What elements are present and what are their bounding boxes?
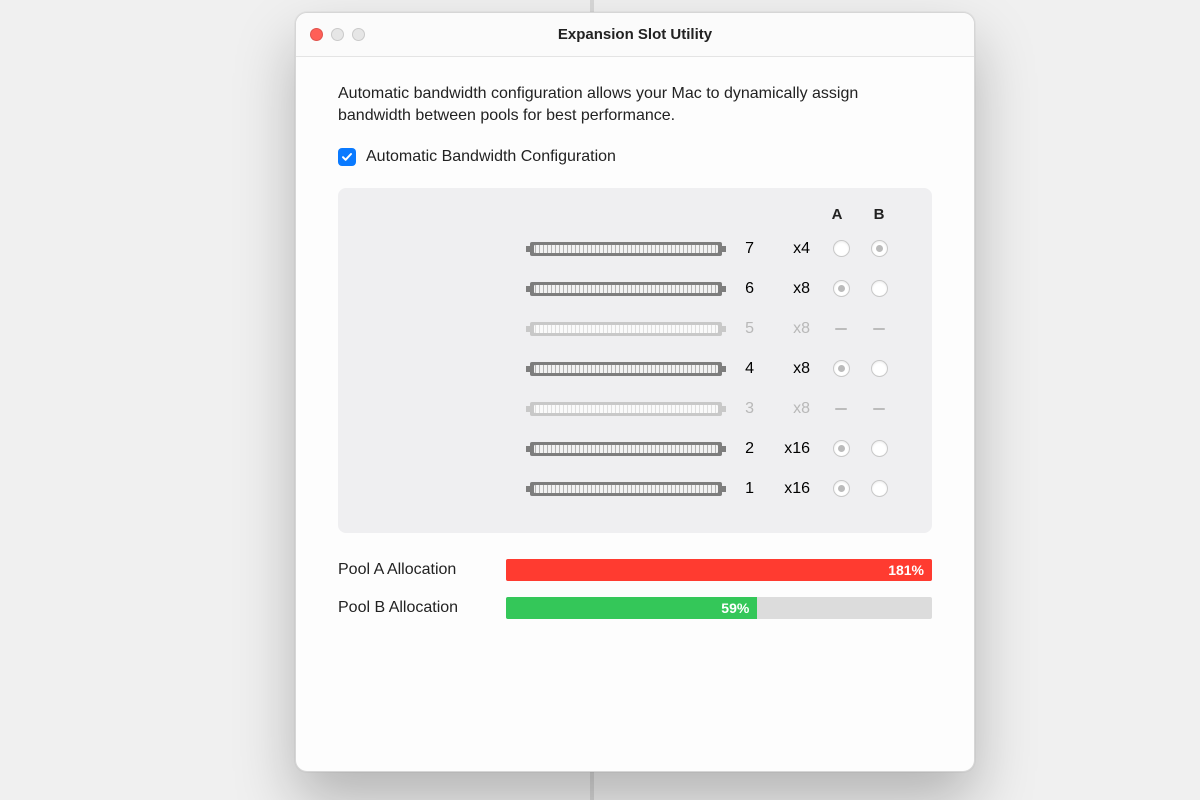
- slot-3-number: 3: [726, 400, 754, 418]
- slot-2-pool-b-radio[interactable]: [871, 440, 888, 457]
- pool-a-label: Pool A Allocation: [338, 561, 506, 579]
- slot-6-bandwidth: x8: [754, 280, 810, 298]
- allocation-section: Pool A Allocation 181% Pool B Allocation…: [338, 555, 932, 623]
- slot-2-pool-a-radio[interactable]: [833, 440, 850, 457]
- auto-bandwidth-row: Automatic Bandwidth Configuration: [338, 148, 932, 166]
- slot-row-3: 3 x8: [352, 389, 918, 429]
- slot-3-bandwidth: x8: [754, 400, 810, 418]
- pool-a-bar-fill: 181%: [506, 559, 932, 581]
- slot-row-1: 1 x16: [352, 469, 918, 509]
- slot-4-connector-icon: [526, 359, 726, 379]
- pool-a-row: Pool A Allocation 181%: [338, 555, 932, 585]
- slot-1-bandwidth: x16: [754, 480, 810, 498]
- slot-4-pool-b-radio[interactable]: [871, 360, 888, 377]
- content: Automatic bandwidth configuration allows…: [296, 57, 974, 651]
- slot-5-bandwidth: x8: [754, 320, 810, 338]
- slot-7-pool-b-radio[interactable]: [871, 240, 888, 257]
- window: Expansion Slot Utility Automatic bandwid…: [295, 12, 975, 772]
- slot-2-number: 2: [726, 440, 754, 458]
- slot-4-number: 4: [726, 360, 754, 378]
- pool-a-bar-track: 181%: [506, 559, 932, 581]
- pool-b-bar-track: 59%: [506, 597, 932, 619]
- slot-1-pool-b-radio[interactable]: [871, 480, 888, 497]
- slot-5-connector-icon: [526, 319, 726, 339]
- pool-a-percent: 181%: [888, 562, 924, 578]
- slot-1-connector-icon: [526, 479, 726, 499]
- slot-7-bandwidth: x4: [754, 240, 810, 258]
- slot-1-number: 1: [726, 480, 754, 498]
- slot-7-pool-a-radio[interactable]: [833, 240, 850, 257]
- slot-row-6: 6 x8: [352, 269, 918, 309]
- auto-bandwidth-checkbox[interactable]: [338, 148, 356, 166]
- radio-disabled-icon: [873, 328, 885, 330]
- radio-disabled-icon: [835, 328, 847, 330]
- slot-5-number: 5: [726, 320, 754, 338]
- column-headers: A B: [352, 206, 918, 223]
- slot-4-bandwidth: x8: [754, 360, 810, 378]
- radio-disabled-icon: [835, 408, 847, 410]
- slots-panel: A B 7 x4 6 x8: [338, 188, 932, 533]
- header-b: B: [870, 206, 888, 223]
- header-a: A: [828, 206, 846, 223]
- window-title: Expansion Slot Utility: [296, 26, 974, 43]
- slot-2-connector-icon: [526, 439, 726, 459]
- titlebar: Expansion Slot Utility: [296, 13, 974, 57]
- slot-4-pool-a-radio[interactable]: [833, 360, 850, 377]
- slot-row-5: 5 x8: [352, 309, 918, 349]
- slot-6-connector-icon: [526, 279, 726, 299]
- slot-1-pool-a-radio[interactable]: [833, 480, 850, 497]
- pool-b-row: Pool B Allocation 59%: [338, 593, 932, 623]
- slot-3-connector-icon: [526, 399, 726, 419]
- slot-row-7: 7 x4: [352, 229, 918, 269]
- slot-row-2: 2 x16: [352, 429, 918, 469]
- slot-6-pool-b-radio[interactable]: [871, 280, 888, 297]
- description-text: Automatic bandwidth configuration allows…: [338, 83, 932, 128]
- slot-7-number: 7: [726, 240, 754, 258]
- slot-6-pool-a-radio[interactable]: [833, 280, 850, 297]
- auto-bandwidth-label: Automatic Bandwidth Configuration: [366, 148, 616, 166]
- pool-b-bar-fill: 59%: [506, 597, 757, 619]
- slot-6-number: 6: [726, 280, 754, 298]
- slot-row-4: 4 x8: [352, 349, 918, 389]
- radio-disabled-icon: [873, 408, 885, 410]
- slot-2-bandwidth: x16: [754, 440, 810, 458]
- pool-b-percent: 59%: [721, 600, 749, 616]
- pool-b-label: Pool B Allocation: [338, 599, 506, 617]
- slot-7-connector-icon: [526, 239, 726, 259]
